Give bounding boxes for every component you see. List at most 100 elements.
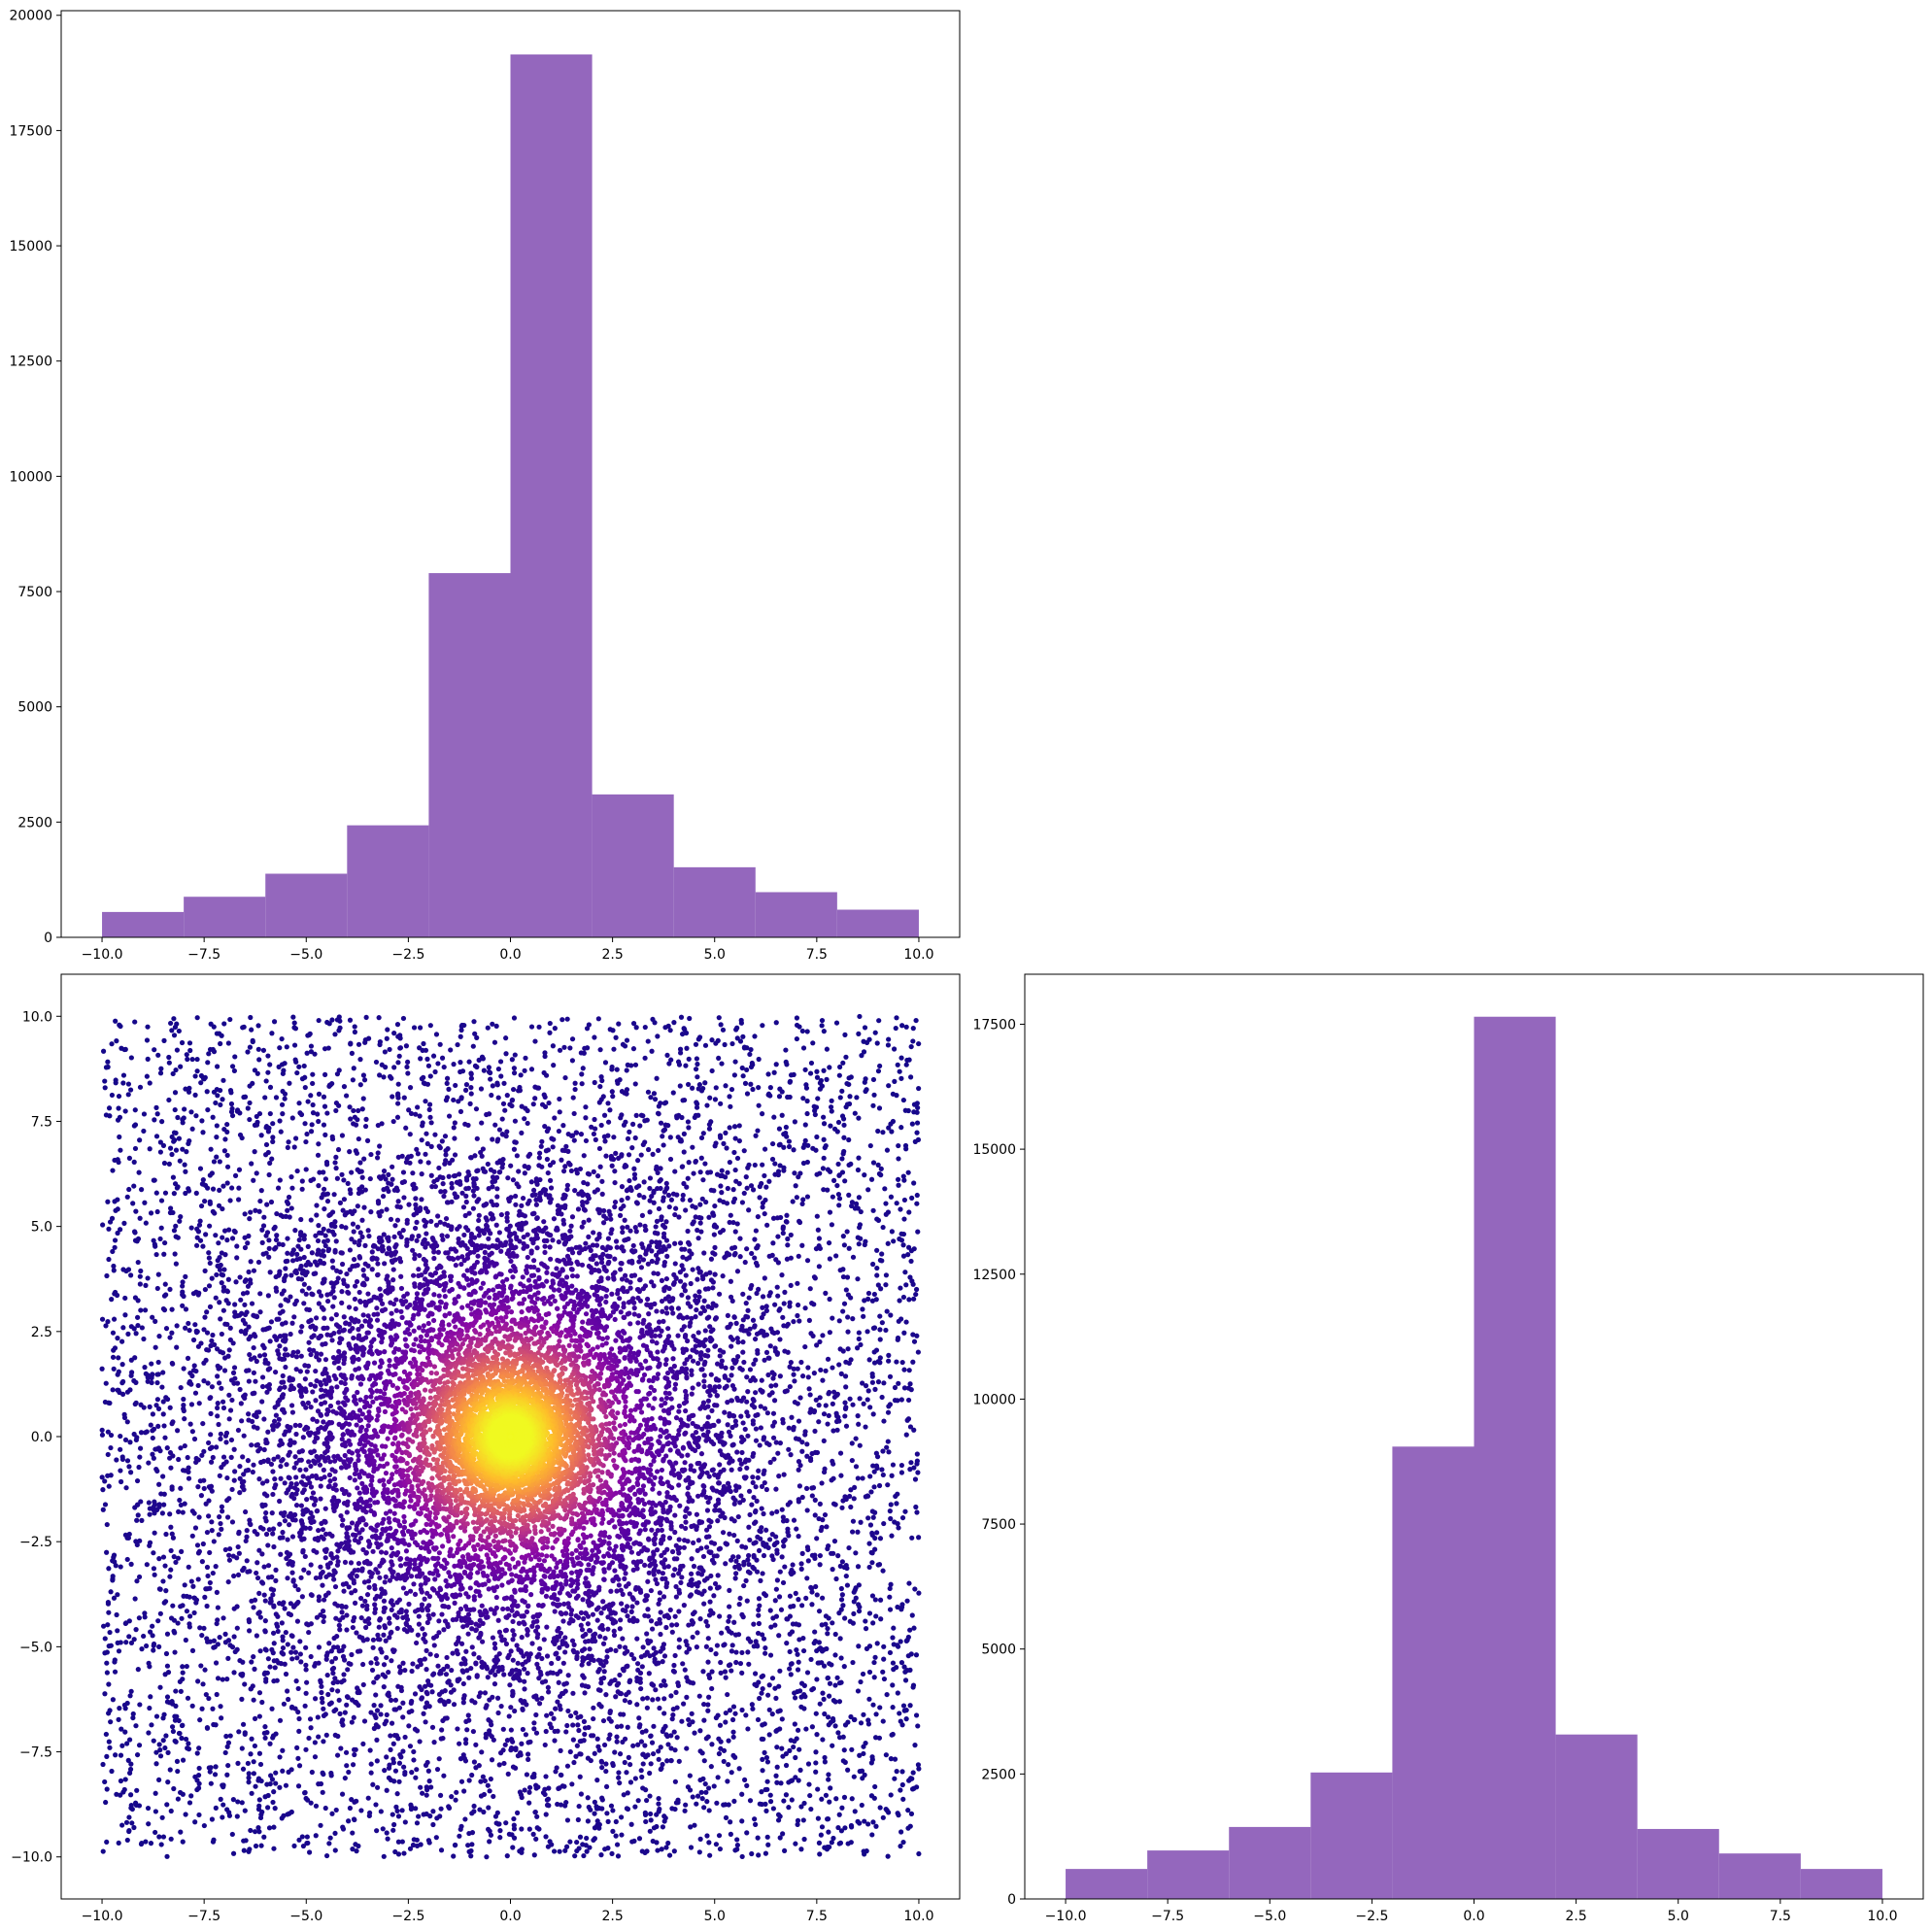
scatter-point (676, 1062, 683, 1067)
scatter-point (118, 1478, 124, 1485)
scatter-point (260, 1047, 267, 1053)
scatter-point (210, 1570, 216, 1576)
scatter-point (124, 1700, 130, 1707)
scatter-point (642, 1118, 648, 1124)
scatter-point (756, 1084, 762, 1091)
scatter-point (377, 1041, 383, 1048)
scatter-point (901, 1330, 907, 1336)
scatter-point (896, 1142, 901, 1149)
scatter-point (166, 1054, 172, 1061)
scatter-point (631, 1175, 638, 1181)
scatter-point (612, 1169, 618, 1174)
scatter-point (324, 1199, 331, 1204)
scatter-point (767, 1652, 774, 1658)
scatter-point (867, 1405, 873, 1410)
scatter-point (698, 1088, 705, 1094)
scatter-point (229, 1644, 236, 1650)
scatter-point (465, 1712, 471, 1718)
scatter-point (694, 1801, 699, 1807)
scatter-point (841, 1122, 847, 1128)
scatter-point (700, 1177, 706, 1183)
scatter-point (400, 1714, 406, 1720)
scatter-point (428, 1143, 434, 1149)
scatter-point (358, 1169, 364, 1174)
scatter-point (901, 1664, 907, 1670)
scatter-point (861, 1750, 866, 1757)
scatter-point (899, 1781, 905, 1788)
scatter-point (816, 1840, 823, 1846)
scatter-point (388, 1733, 393, 1739)
scatter-point (856, 1602, 862, 1608)
scatter-point (265, 1293, 271, 1299)
scatter-point (812, 1629, 818, 1635)
scatter-point (883, 1752, 889, 1758)
scatter-point (223, 1459, 229, 1465)
scatter-point (104, 1839, 110, 1846)
scatter-point (728, 1278, 734, 1284)
scatter-point (627, 1177, 632, 1184)
scatter-point (794, 1647, 799, 1653)
scatter-point (217, 1254, 222, 1261)
scatter-point (428, 1784, 434, 1790)
scatter-point (777, 1835, 783, 1841)
scatter-point (363, 1014, 369, 1021)
scatter-point (526, 1784, 533, 1790)
scatter-point (319, 1695, 325, 1702)
scatter-point (622, 1164, 627, 1169)
scatter-point (145, 1024, 151, 1030)
scatter-point (141, 1111, 148, 1117)
scatter-point (719, 1190, 725, 1196)
scatter-point (772, 1348, 779, 1354)
scatter-point (373, 1722, 379, 1728)
scatter-point (794, 1022, 800, 1029)
scatter-point (103, 1323, 109, 1329)
scatter-point (214, 1444, 220, 1450)
scatter-point (415, 1104, 421, 1110)
scatter-point (271, 1019, 278, 1025)
scatter-point (806, 1317, 812, 1323)
scatter-point (746, 1561, 752, 1568)
y-tick-label: 2500 (17, 815, 52, 830)
scatter-point (432, 1068, 438, 1075)
scatter-point (104, 1272, 110, 1279)
scatter-point (886, 1404, 892, 1409)
scatter-point (159, 1510, 165, 1516)
scatter-point (667, 1135, 673, 1140)
scatter-point (795, 1302, 801, 1308)
scatter-point (792, 1721, 797, 1727)
scatter-point (116, 1105, 121, 1111)
scatter-point (599, 1178, 605, 1184)
scatter-point (396, 1779, 402, 1784)
scatter-point (842, 1400, 848, 1406)
scatter-point (468, 1071, 474, 1077)
scatter-point (269, 1031, 275, 1036)
scatter-point (496, 1762, 502, 1768)
scatter-point (771, 1114, 777, 1120)
scatter-point (119, 1362, 125, 1368)
scatter-point (714, 1800, 720, 1806)
scatter-point (659, 1846, 664, 1852)
scatter-point (747, 1798, 754, 1804)
scatter-point (207, 1304, 214, 1309)
scatter-point (241, 1433, 247, 1439)
scatter-point (116, 1716, 121, 1722)
scatter-point (633, 1184, 640, 1191)
scatter-point (502, 1742, 508, 1747)
scatter-point (453, 1842, 458, 1848)
scatter-point (874, 1265, 880, 1271)
scatter-point (693, 1214, 698, 1220)
scatter-point (591, 1705, 596, 1711)
scatter-point (122, 1108, 128, 1114)
scatter-point (158, 1198, 165, 1203)
scatter-point (806, 1781, 812, 1787)
scatter-point (887, 1373, 894, 1379)
scatter-point (298, 1246, 304, 1252)
scatter-point (189, 1372, 195, 1379)
scatter-point (196, 1222, 203, 1228)
scatter-point (528, 1067, 535, 1072)
scatter-point (328, 1770, 334, 1777)
scatter-point (613, 1150, 619, 1156)
scatter-point (772, 1685, 778, 1691)
scatter-point (863, 1383, 869, 1389)
scatter-point (407, 1744, 414, 1749)
